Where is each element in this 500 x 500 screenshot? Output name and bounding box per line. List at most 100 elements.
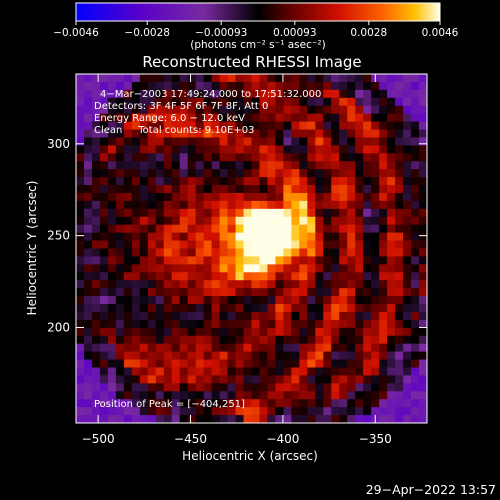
heatmap-cell <box>219 407 229 416</box>
heatmap-cell <box>259 367 269 377</box>
heatmap-cell <box>307 216 316 226</box>
heatmap-cell <box>211 256 221 265</box>
heatmap-cell <box>251 327 261 337</box>
heatmap-cell <box>171 240 181 250</box>
heatmap-cell <box>283 145 292 154</box>
heatmap-cell <box>275 224 285 234</box>
heatmap-cell <box>147 319 157 329</box>
heatmap-cell <box>155 319 165 329</box>
heatmap-cell <box>139 200 149 210</box>
heatmap-cell <box>91 200 101 210</box>
heatmap-cell <box>403 121 412 131</box>
heatmap-cell <box>107 97 117 107</box>
heatmap-cell <box>387 296 396 305</box>
heatmap-cell <box>155 327 165 337</box>
heatmap-cell <box>163 327 173 337</box>
heatmap-cell <box>187 185 197 194</box>
heatmap-cell <box>371 161 380 170</box>
heatmap-cell <box>131 200 141 210</box>
heatmap-cell <box>419 327 427 337</box>
heatmap-cell <box>235 97 245 107</box>
heatmap-cell <box>379 327 388 337</box>
heatmap-cell <box>147 415 157 423</box>
heatmap-cell <box>419 375 427 384</box>
heatmap-cell <box>267 105 277 115</box>
heatmap-cell <box>91 304 101 313</box>
heatmap-cell <box>291 97 300 107</box>
heatmap-cell <box>411 367 420 377</box>
heatmap-cell <box>195 311 205 321</box>
heatmap-cell <box>163 351 173 361</box>
heatmap-cell <box>235 74 245 83</box>
heatmap-cell <box>227 105 237 115</box>
heatmap-cell <box>99 185 109 194</box>
heatmap-cell <box>339 105 348 115</box>
heatmap-cell <box>411 89 420 99</box>
heatmap-cell <box>155 145 165 154</box>
heatmap-cell <box>155 137 165 146</box>
heatmap-cell <box>107 224 117 234</box>
heatmap-cell <box>387 280 396 289</box>
heatmap-cell <box>227 351 237 361</box>
heatmap-cell <box>211 113 221 123</box>
heatmap-cell <box>291 121 300 131</box>
heatmap-cell <box>323 137 332 146</box>
heatmap-cell <box>347 121 356 131</box>
heatmap-cell <box>83 208 93 218</box>
heatmap-cell <box>155 169 165 178</box>
heatmap-cell <box>139 367 149 377</box>
colorbar-tick-label: −0.0046 <box>53 27 99 39</box>
heatmap-cell <box>91 153 101 162</box>
heatmap-cell <box>227 161 237 170</box>
heatmap-cell <box>187 161 197 170</box>
heatmap-cell <box>259 375 269 384</box>
heatmap-cell <box>307 343 316 353</box>
heatmap-cell <box>187 113 197 123</box>
heatmap-cell <box>379 383 388 392</box>
heatmap-cell <box>363 256 372 265</box>
heatmap-cell <box>99 375 109 384</box>
heatmap-cell <box>291 359 300 369</box>
heatmap-cell <box>315 224 324 234</box>
heatmap-cell <box>131 327 141 337</box>
heatmap-cell <box>283 216 292 226</box>
heatmap-cell <box>235 113 245 123</box>
heatmap-cell <box>291 311 300 321</box>
heatmap-cell <box>76 169 85 178</box>
heatmap-cell <box>371 296 380 305</box>
heatmap-cell <box>395 335 404 345</box>
heatmap-cell <box>299 200 308 210</box>
heatmap-cell <box>267 240 277 250</box>
heatmap-cell <box>219 343 229 353</box>
heatmap-cell <box>283 343 292 353</box>
heatmap-cell <box>107 407 117 416</box>
heatmap-cell <box>355 256 364 265</box>
heatmap-cell <box>307 185 316 194</box>
heatmap-cell <box>379 351 388 361</box>
heatmap-cell <box>291 319 300 329</box>
heatmap-cell <box>91 185 101 194</box>
heatmap-cell <box>379 415 388 423</box>
heatmap-cell <box>315 185 324 194</box>
heatmap-cell <box>291 74 300 83</box>
heatmap-cell <box>171 415 181 423</box>
heatmap-cell <box>299 192 308 202</box>
heatmap-cell <box>299 335 308 345</box>
heatmap-cell <box>411 280 420 289</box>
heatmap-cell <box>347 319 356 329</box>
heatmap-cell <box>219 335 229 345</box>
heatmap-cell <box>299 319 308 329</box>
heatmap-cell <box>363 113 372 123</box>
heatmap-cell <box>347 351 356 361</box>
heatmap-cell <box>195 327 205 337</box>
heatmap-cell <box>139 319 149 329</box>
heatmap-cell <box>171 383 181 392</box>
heatmap-cell <box>291 192 300 202</box>
heatmap-cell <box>171 145 181 154</box>
heatmap-cell <box>299 97 308 107</box>
heatmap-cell <box>355 161 364 170</box>
heatmap-cell <box>171 129 181 139</box>
heatmap-cell <box>323 391 332 400</box>
heatmap-cell <box>323 169 332 178</box>
heatmap-cell <box>235 256 245 265</box>
